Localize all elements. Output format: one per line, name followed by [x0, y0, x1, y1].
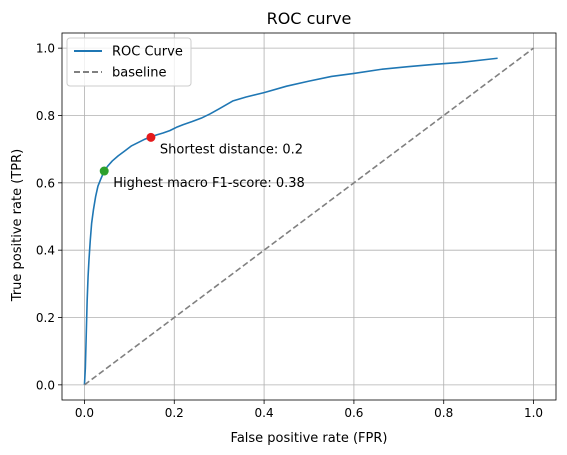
y-tick-label: 0.6 [36, 176, 55, 190]
y-tick-label: 0.4 [36, 244, 55, 258]
point-annotation: Shortest distance: 0.2 [160, 142, 303, 157]
x-tick-label: 0.4 [255, 406, 274, 420]
roc-curve-line [83, 57, 498, 385]
marker-layer: Shortest distance: 0.2 Highest macro F1-s… [99, 132, 305, 191]
y-tick-label: 0.0 [36, 378, 55, 392]
axes [61, 32, 557, 401]
legend-label-baseline: baseline [112, 66, 166, 81]
series-layer [83, 47, 535, 386]
highlight-point [146, 132, 156, 142]
y-tick-label: 0.8 [36, 109, 55, 123]
legend-label-roc-curve: ROC Curve [112, 45, 183, 60]
x-tick-label: 0.8 [434, 406, 453, 420]
point-annotation: Highest macro F1-score: 0.38 [113, 176, 305, 191]
x-tick-label: 1.0 [524, 406, 543, 420]
y-tick-label: 1.0 [36, 42, 55, 56]
y-tick-label: 0.2 [36, 311, 55, 325]
tick-labels: 0.0 0.2 0.4 0.6 0.8 1.0 0.0 0.2 0.4 0.6 0.8 1.0 [36, 42, 543, 420]
x-tick-label: 0.6 [344, 406, 363, 420]
y-axis-label: True positive rate (TPR) [10, 149, 25, 302]
baseline-line [83, 47, 535, 386]
highlight-point [99, 166, 109, 176]
legend: ROC Curve baseline [66, 37, 192, 87]
x-tick-label: 0.0 [75, 406, 94, 420]
x-axis-label: False positive rate (FPR) [231, 431, 388, 446]
x-tick-label: 0.2 [165, 406, 184, 420]
plot-frame [61, 32, 557, 401]
chart-title: ROC curve [267, 9, 352, 28]
